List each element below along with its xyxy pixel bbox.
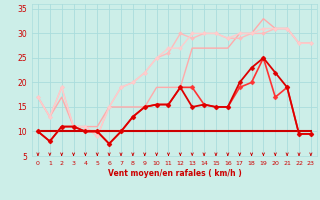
X-axis label: Vent moyen/en rafales ( km/h ): Vent moyen/en rafales ( km/h ) xyxy=(108,169,241,178)
